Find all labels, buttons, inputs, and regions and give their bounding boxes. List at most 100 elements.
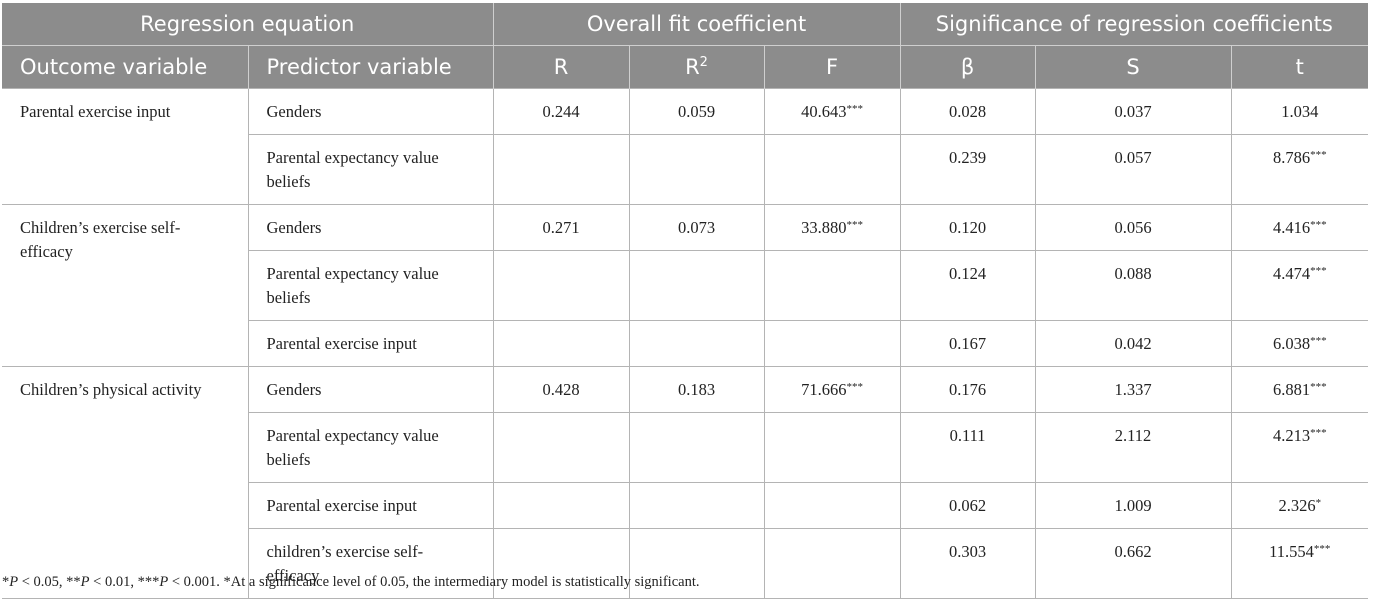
t-cell: 4.416*** xyxy=(1230,204,1369,251)
r-cell: 0.271 xyxy=(492,204,630,251)
footnote-p: P xyxy=(80,574,90,590)
r-cell xyxy=(492,528,630,599)
r-cell xyxy=(492,412,630,483)
s-cell: 0.037 xyxy=(1034,88,1232,135)
r-squared-cell xyxy=(628,134,765,205)
f-cell xyxy=(763,482,901,529)
s-cell: 0.056 xyxy=(1034,204,1232,251)
f-cell: 40.643*** xyxy=(763,88,901,135)
footnote-marker: *** xyxy=(137,574,160,590)
footnote-marker: * xyxy=(2,574,10,590)
f-cell xyxy=(763,528,901,599)
table-row: Parental expectancy value beliefs 0.111 2.… xyxy=(2,412,1369,483)
significance-stars: *** xyxy=(846,381,863,393)
predictor-variable-cell: Parental expectancy value beliefs xyxy=(247,412,494,483)
beta-cell: 0.111 xyxy=(899,412,1036,483)
s-cell: 1.009 xyxy=(1034,482,1232,529)
outcome-variable-cell: Parental exercise input xyxy=(2,88,249,205)
footnote-text: < 0.05, xyxy=(18,574,67,590)
r-squared-cell: 0.073 xyxy=(628,204,765,251)
significance-stars: *** xyxy=(846,219,863,231)
f-cell xyxy=(763,320,901,367)
table-body: Parental exercise input Genders 0.244 0.059… xyxy=(2,88,1369,599)
header-f: F xyxy=(763,45,901,89)
r-squared-cell: 0.059 xyxy=(628,88,765,135)
beta-cell: 0.124 xyxy=(899,250,1036,321)
group-header-row: Regression equation Overall fit coeffici… xyxy=(2,3,1369,46)
column-header-row: Outcome variable Predictor variable R R2… xyxy=(2,45,1369,89)
s-cell: 0.057 xyxy=(1034,134,1232,205)
predictor-variable-cell: Parental expectancy value beliefs xyxy=(247,250,494,321)
s-cell: 2.112 xyxy=(1034,412,1232,483)
predictor-variable-cell: children’s exercise self-efficacy xyxy=(247,528,494,599)
significance-stars: *** xyxy=(1310,427,1327,439)
footnote-p: P xyxy=(159,574,169,590)
beta-cell: 0.239 xyxy=(899,134,1036,205)
predictor-variable-cell: Genders xyxy=(247,204,494,251)
r-cell xyxy=(492,134,630,205)
header-beta: β xyxy=(899,45,1036,89)
header-r: R xyxy=(492,45,630,89)
beta-cell: 0.062 xyxy=(899,482,1036,529)
r-squared-cell xyxy=(628,250,765,321)
footnote-marker: ** xyxy=(66,574,81,590)
predictor-variable-cell: Parental exercise input xyxy=(247,320,494,367)
footnote-text: < 0.001. xyxy=(168,574,224,590)
r-squared-cell xyxy=(628,320,765,367)
t-cell: 1.034 xyxy=(1230,88,1369,135)
significance-stars: *** xyxy=(1310,381,1327,393)
t-cell: 11.554*** xyxy=(1230,528,1369,599)
r-cell xyxy=(492,250,630,321)
predictor-variable-cell: Parental exercise input xyxy=(247,482,494,529)
header-outcome-variable: Outcome variable xyxy=(2,45,248,89)
header-s: S xyxy=(1034,45,1232,89)
header-r-squared-exponent: 2 xyxy=(699,55,708,70)
footnote-marker: * xyxy=(223,574,231,590)
f-cell: 71.666*** xyxy=(763,366,901,413)
t-cell: 6.038*** xyxy=(1230,320,1369,367)
t-cell: 2.326* xyxy=(1230,482,1369,529)
s-cell: 1.337 xyxy=(1034,366,1232,413)
predictor-variable-cell: Genders xyxy=(247,88,494,135)
f-cell: 33.880*** xyxy=(763,204,901,251)
significance-stars: *** xyxy=(1310,219,1327,231)
t-cell: 8.786*** xyxy=(1230,134,1369,205)
r-cell xyxy=(492,482,630,529)
table-row: Children’s exercise self-efficacy Genders… xyxy=(2,204,1369,367)
header-regression-equation: Regression equation xyxy=(2,3,494,46)
header-significance: Significance of regression coefficients xyxy=(899,3,1369,46)
regression-table: Regression equation Overall fit coeffici… xyxy=(2,3,1369,599)
significance-stars: *** xyxy=(1310,335,1327,347)
t-cell: 6.881*** xyxy=(1230,366,1369,413)
beta-cell: 0.303 xyxy=(899,528,1036,599)
predictor-variable-cell: Parental expectancy value beliefs xyxy=(247,134,494,205)
header-r-squared: R2 xyxy=(628,45,765,89)
r-cell xyxy=(492,320,630,367)
header-overall-fit: Overall fit coefficient xyxy=(492,3,901,46)
r-squared-cell xyxy=(628,528,765,599)
f-cell xyxy=(763,412,901,483)
beta-cell: 0.167 xyxy=(899,320,1036,367)
footnote-p: P xyxy=(9,574,19,590)
table-row: Parental exercise input 0.062 1.009 2.326* xyxy=(2,482,1369,529)
t-cell: 4.474*** xyxy=(1230,250,1369,321)
header-predictor-variable: Predictor variable xyxy=(247,45,494,89)
r-cell: 0.428 xyxy=(492,366,630,413)
beta-cell: 0.028 xyxy=(899,88,1036,135)
table-row: Parental exercise input Genders 0.244 0.059… xyxy=(2,88,1369,205)
r-cell: 0.244 xyxy=(492,88,630,135)
r-squared-cell: 0.183 xyxy=(628,366,765,413)
beta-cell: 0.176 xyxy=(899,366,1036,413)
s-cell: 0.042 xyxy=(1034,320,1232,367)
header-r-squared-base: R xyxy=(685,55,700,79)
s-cell: 0.662 xyxy=(1034,528,1232,599)
s-cell: 0.088 xyxy=(1034,250,1232,321)
table-row: children’s exercise self-efficacy 0.303 0.… xyxy=(2,528,1369,599)
predictor-variable-cell: Genders xyxy=(247,366,494,413)
beta-cell: 0.120 xyxy=(899,204,1036,251)
r-squared-cell xyxy=(628,412,765,483)
outcome-variable-cell: Children’s exercise self-efficacy xyxy=(2,204,249,367)
footnote-text: < 0.01, xyxy=(89,574,138,590)
significance-stars: *** xyxy=(846,103,863,115)
f-cell xyxy=(763,134,901,205)
